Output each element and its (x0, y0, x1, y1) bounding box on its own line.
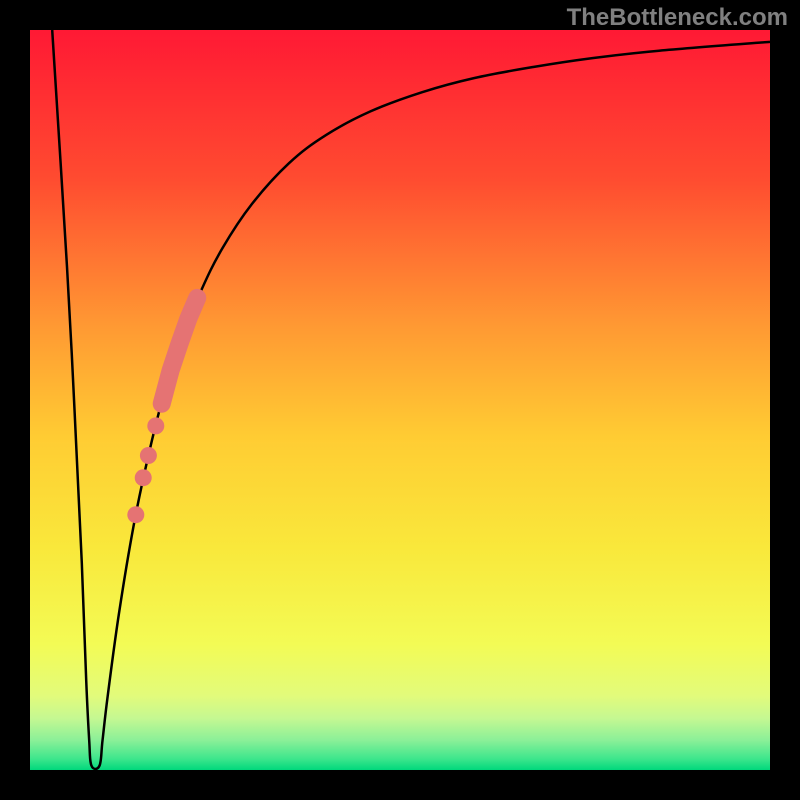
plot-background (30, 30, 770, 770)
highlight-dot (140, 447, 157, 464)
chart-svg (0, 0, 800, 800)
watermark-text: TheBottleneck.com (567, 4, 788, 32)
highlight-dot (127, 506, 144, 523)
highlight-dot (147, 417, 164, 434)
highlight-dot (135, 469, 152, 486)
